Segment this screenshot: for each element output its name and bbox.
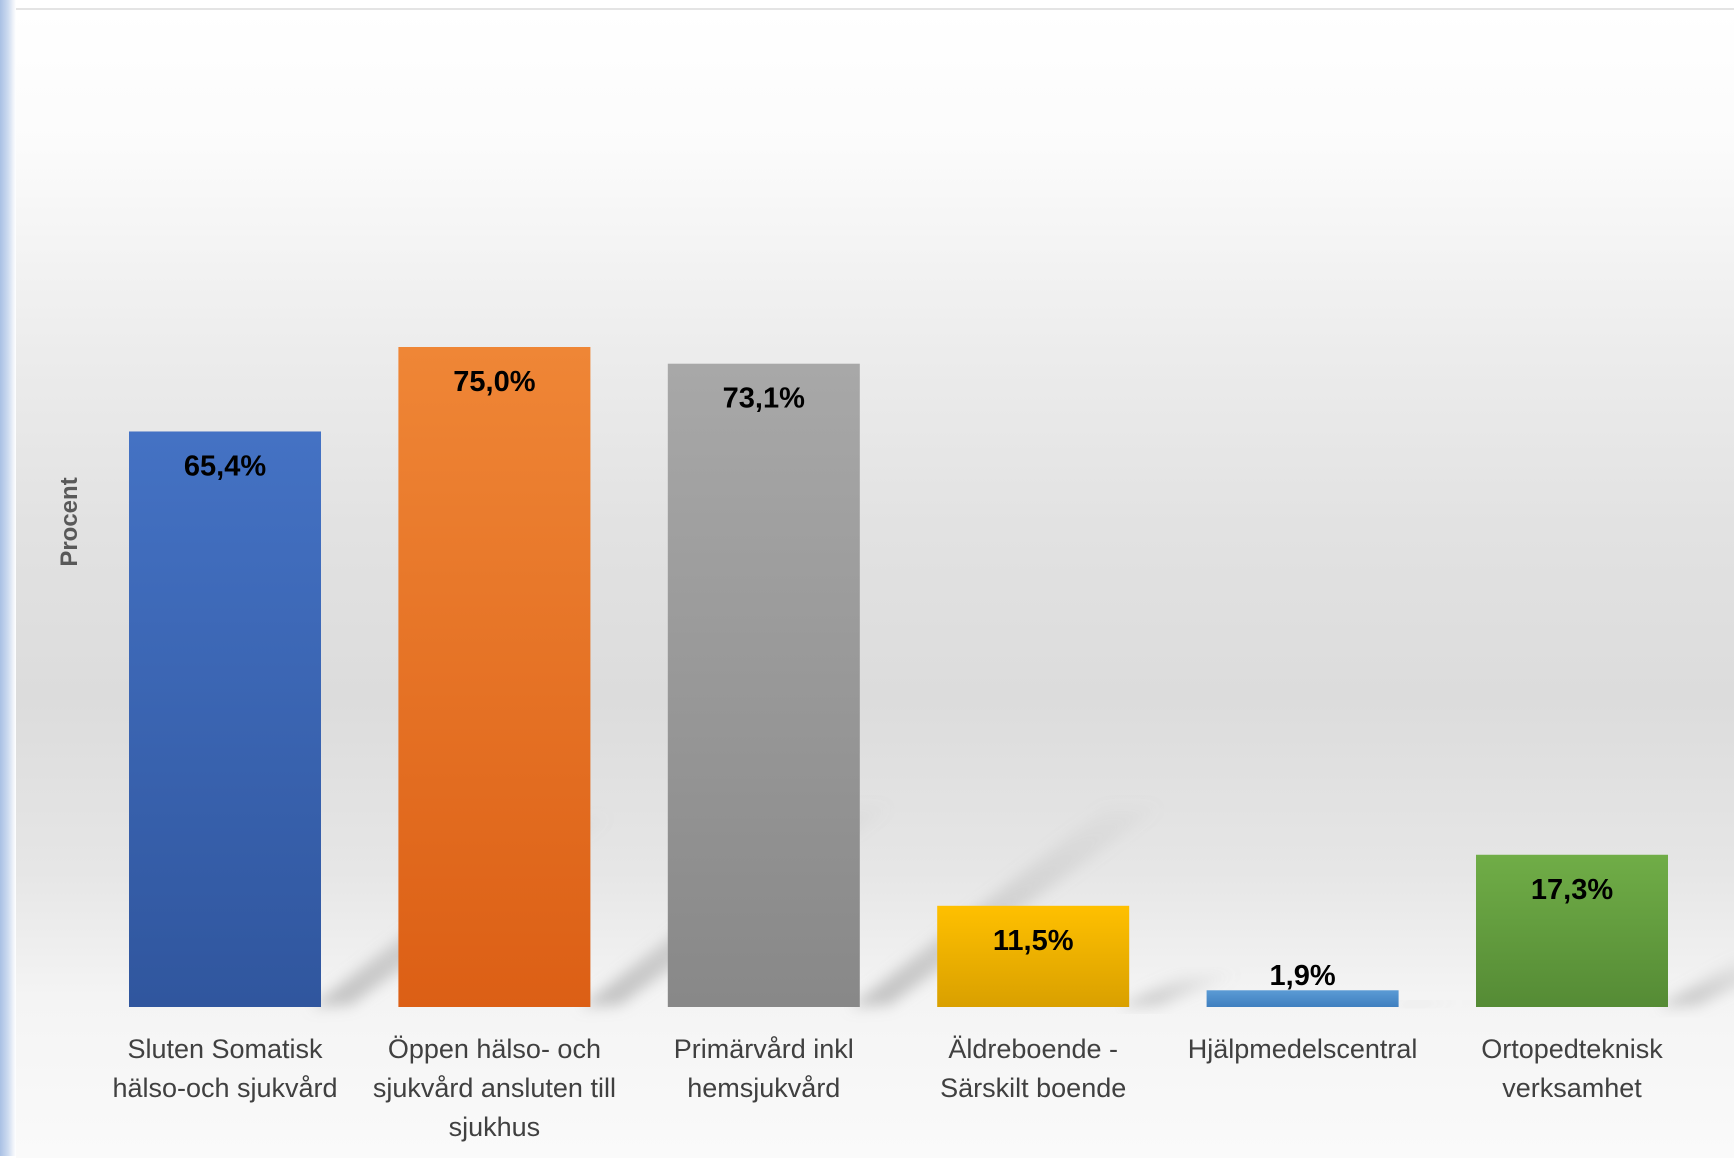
- tick-label-line: sjukvård ansluten till: [373, 1073, 616, 1103]
- tick-label: Ortopedteknisk verksamhet: [1481, 1034, 1663, 1103]
- bar: [1476, 854, 1668, 1007]
- data-label: 1,9%: [1270, 960, 1336, 992]
- bar: [398, 347, 591, 1007]
- bar-shadow: [1388, 1001, 1475, 1007]
- tick-label: Sluten Somatisk hälso-och sjukvård: [112, 1034, 337, 1103]
- tick-label-line: hemsjukvård: [687, 1073, 840, 1103]
- data-label: 73,1%: [723, 383, 805, 415]
- tick-label-line: Särskilt boende: [940, 1073, 1126, 1103]
- tick-label: Primärvård inkl hemsjukvård: [674, 1034, 854, 1103]
- bar-shadow: [1119, 973, 1238, 1007]
- tick-label-line: Öppen hälso- och: [388, 1034, 601, 1064]
- tick-label-line: Äldreboende -: [948, 1034, 1118, 1064]
- bar-shadow: [1658, 961, 1734, 1007]
- tick-label-line: sjukhus: [449, 1112, 541, 1142]
- tick-label-line: Sluten Somatisk: [127, 1034, 323, 1064]
- data-label: 65,4%: [184, 450, 266, 482]
- tick-label-line: Primärvård inkl: [674, 1034, 854, 1064]
- data-label: 17,3%: [1531, 874, 1613, 906]
- bars: [129, 347, 1668, 1008]
- tick-label: Öppen hälso- och sjukvård ansluten till sj…: [373, 1034, 616, 1142]
- tick-label-line: Hjälpmedelscentral: [1188, 1034, 1418, 1064]
- bar: [667, 363, 860, 1008]
- bar: [1206, 990, 1399, 1007]
- tick-label-line: Ortopedteknisk: [1481, 1034, 1663, 1064]
- bar: [129, 431, 321, 1008]
- category-labels: Sluten Somatisk hälso-och sjukvård Öppen h…: [112, 1034, 1663, 1142]
- tick-label: Hjälpmedelscentral: [1188, 1034, 1418, 1064]
- value-labels: 65,4% 75,0% 73,1% 11,5% 1,9% 17,3%: [184, 366, 1613, 992]
- tick-label-line: verksamhet: [1502, 1073, 1642, 1103]
- data-label: 75,0%: [453, 366, 535, 398]
- tick-label-line: hälso-och sjukvård: [112, 1073, 337, 1103]
- y-axis-label: Procent: [56, 477, 83, 566]
- data-label: 11,5%: [993, 925, 1074, 957]
- tick-label: Äldreboende - Särskilt boende: [940, 1034, 1126, 1103]
- bar: [937, 905, 1130, 1007]
